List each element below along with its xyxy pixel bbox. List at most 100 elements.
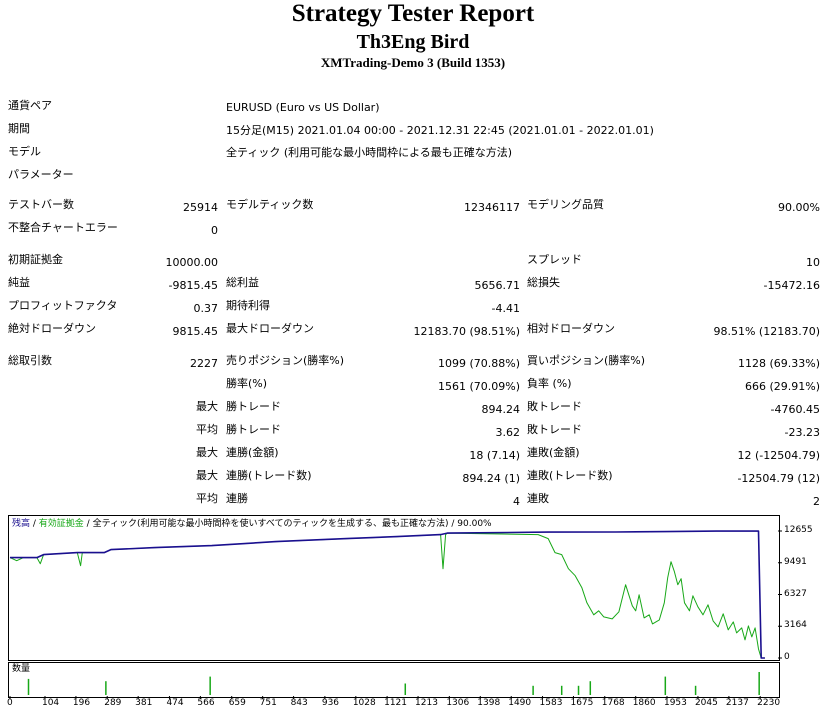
ticks-value: 12346117 (464, 201, 520, 214)
x-tick-label: 104 (41, 698, 60, 708)
x-tick-label: 1490 (508, 698, 532, 708)
payoff-value: -4.41 (491, 302, 520, 315)
spread-value: 10 (806, 256, 820, 269)
lossrate-value: 666 (29.91%) (744, 380, 820, 393)
x-tick-label: 566 (197, 698, 215, 708)
largest-win-value: 894.24 (481, 403, 521, 416)
params-label: パラメーター (8, 168, 74, 181)
y-tick-label: 3164 (784, 620, 807, 631)
x-tick-label: 659 (228, 698, 246, 708)
bars-label: テストバー数 (8, 198, 74, 211)
spread-label: スプレッド (527, 253, 582, 266)
avg-win-value: 3.62 (495, 426, 521, 439)
volume-label: 数量 (12, 664, 31, 674)
account-info: XMTrading-Demo 3 (Build 1353) (320, 55, 506, 70)
x-tick-label: 1860 (632, 698, 656, 708)
grossprofit-label: 総利益 (226, 276, 259, 289)
x-tick-label: 1953 (663, 698, 687, 708)
netprofit-label: 純益 (8, 276, 30, 289)
y-tick-label: 0 (784, 652, 790, 662)
grossloss-value: -15472.16 (763, 279, 820, 292)
avg-label-1: 平均 (196, 423, 218, 436)
x-tick-label: 381 (135, 698, 153, 708)
balance-line (10, 530, 765, 659)
legend-balance: 残高 (12, 519, 31, 529)
period-value: 15分足(M15) 2021.01.04 00:00 - 2021.12.31 … (226, 124, 654, 137)
x-tick-label: 196 (72, 698, 91, 708)
expert-name: Th3Eng Bird (356, 31, 470, 53)
short-label: 売りポジション(勝率%) (226, 354, 345, 367)
ticks-label: モデルティック数 (226, 198, 314, 211)
quality-value: 90.00% (778, 201, 820, 214)
x-tick-label: 1768 (601, 698, 625, 708)
legend-sep-2: / (83, 519, 93, 529)
winrate-value: 1561 (70.09%) (437, 380, 520, 393)
deposit-label: 初期証拠金 (8, 253, 63, 266)
period-label: 期間 (8, 122, 30, 135)
long-label: 買いポジション(勝率%) (527, 354, 646, 367)
reldd-value: 98.51% (12183.70) (713, 325, 820, 338)
x-tick-label: 751 (259, 698, 277, 708)
grossprofit-value: 5656.71 (474, 279, 521, 292)
x-tick-label: 289 (104, 698, 122, 708)
y-tick-label: 12655 (784, 525, 813, 535)
x-tick-label: 474 (166, 698, 184, 708)
balance-chart (8, 515, 780, 661)
long-value: 1128 (69.33%) (737, 357, 820, 370)
consec-wins-label: 連勝(金額) (226, 446, 279, 459)
x-tick-label: 1398 (477, 698, 501, 708)
largest-loss-label: 敗トレード (527, 400, 582, 413)
largest-win-label: 勝トレード (226, 400, 281, 413)
x-tick-label: 2045 (694, 698, 718, 708)
x-tick-label: 1121 (384, 698, 407, 708)
reldd-label: 相対ドローダウン (527, 322, 615, 335)
largest-loss-value: -4760.45 (770, 403, 820, 416)
consec-loss-label: 連敗(トレード数) (527, 469, 613, 482)
x-tick-label: 1675 (570, 698, 594, 708)
avg-loss-label: 敗トレード (527, 423, 582, 436)
report-title: Strategy Tester Report (291, 0, 535, 27)
payoff-label: 期待利得 (226, 299, 270, 312)
avg-consec-wins-label: 連勝 (226, 492, 248, 505)
pf-label: プロフィットファクタ (8, 299, 118, 312)
y-tick-label: 9491 (784, 556, 807, 567)
trades-value: 2227 (190, 357, 218, 370)
consec-wins-value: 18 (7.14) (469, 449, 520, 462)
legend-quality: 90.00% (457, 519, 492, 529)
consec-profit-value: 894.24 (1) (462, 472, 520, 485)
x-tick-label: 2230 (757, 698, 781, 708)
consec-loss-value: -12504.79 (12) (737, 472, 820, 485)
pf-value: 0.37 (193, 302, 219, 315)
x-tick-label: 1028 (352, 698, 376, 708)
x-tick-label: 0 (7, 698, 13, 708)
absdd-label: 絶対ドローダウン (8, 322, 96, 335)
x-tick-label: 1306 (446, 698, 470, 708)
avg-consec-wins-value: 4 (513, 495, 520, 508)
maxdd-value: 12183.70 (98.51%) (413, 325, 520, 338)
avg-consec-losses-value: 2 (813, 495, 820, 508)
bars-value: 25914 (183, 201, 218, 214)
x-tick-label: 1583 (539, 698, 563, 708)
lossrate-label: 負率 (%) (527, 377, 572, 390)
model-label: モデル (8, 145, 41, 158)
x-tick-label: 1213 (415, 698, 438, 708)
legend-equity: 有効証拠金 (38, 519, 84, 529)
volume-chart (8, 662, 780, 698)
model-value: 全ティック (利用可能な最小時間枠による最も正確な方法) (226, 146, 513, 159)
chart-legend: 残高 / 有効証拠金 / 全ティック(利用可能な最小時間枠を使いすべてのティック… (12, 519, 492, 530)
legend-sep-3: / (448, 519, 458, 529)
max-label-1: 最大 (196, 400, 218, 413)
symbol-label: 通貨ペア (8, 99, 52, 112)
x-tick-label: 936 (321, 698, 340, 708)
deposit-value: 10000.00 (165, 256, 219, 269)
y-tick-label: 6327 (784, 588, 807, 599)
symbol-value: EURUSD (Euro vs US Dollar) (226, 101, 380, 114)
equity-line (9, 532, 765, 659)
quality-label: モデリング品質 (527, 198, 604, 211)
mismatch-value: 0 (211, 224, 218, 237)
max-label-2: 最大 (196, 446, 218, 459)
consec-profit-label: 連勝(トレード数) (226, 469, 312, 482)
winrate-label: 勝率(%) (226, 377, 268, 390)
avg-consec-losses-label: 連敗 (527, 492, 549, 505)
